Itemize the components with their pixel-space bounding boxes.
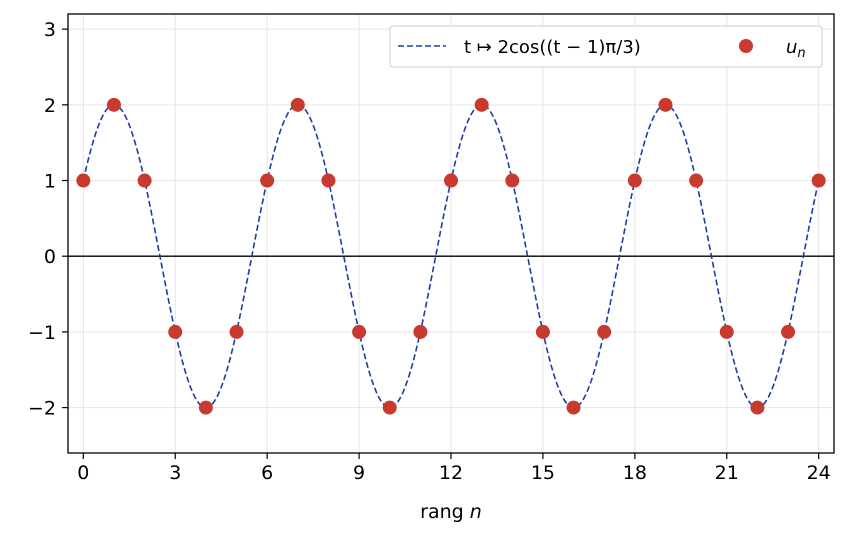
data-point [750, 400, 765, 415]
x-tick-label: 9 [353, 462, 365, 484]
data-point [260, 173, 275, 188]
x-tick-label: 6 [261, 462, 273, 484]
data-point [413, 324, 428, 339]
data-point [689, 173, 704, 188]
data-point [566, 400, 581, 415]
y-tick-label: 2 [44, 95, 56, 117]
data-point [321, 173, 336, 188]
y-tick-label: −1 [28, 322, 56, 344]
y-tick-label: −2 [28, 398, 56, 420]
data-point [627, 173, 642, 188]
data-point [811, 173, 826, 188]
y-tick-label: 1 [44, 171, 56, 193]
data-point [505, 173, 520, 188]
x-axis: 0 3 6 9 12 15 18 21 24 [77, 453, 831, 484]
data-point [781, 324, 796, 339]
data-point [474, 97, 489, 112]
data-point [352, 324, 367, 339]
data-point [444, 173, 458, 188]
x-tick-label: 21 [715, 462, 739, 484]
legend-label-points: un [786, 37, 806, 61]
data-point [106, 97, 121, 112]
data-point [719, 324, 734, 339]
x-tick-label: 24 [807, 462, 831, 484]
y-tick-label: 0 [44, 246, 56, 268]
data-point [229, 324, 244, 339]
data-point [382, 400, 397, 415]
data-point [198, 400, 213, 415]
y-tick-label: 3 [44, 19, 56, 41]
legend-label-curve: t ↦ 2cos((t − 1)π/3) [464, 37, 641, 58]
data-point [658, 97, 673, 112]
data-point [137, 173, 152, 188]
x-tick-label: 12 [439, 462, 463, 484]
legend-box [389, 25, 823, 68]
data-point [168, 324, 183, 339]
data-point [535, 324, 550, 339]
x-axis-label: rang n [420, 501, 482, 523]
x-tick-label: 0 [77, 462, 89, 484]
x-tick-label: 3 [169, 462, 181, 484]
legend: t ↦ 2cos((t − 1)π/3) un [389, 25, 823, 68]
data-point [76, 173, 91, 188]
x-tick-label: 18 [623, 462, 647, 484]
y-axis: 3 2 1 0 −1 −2 [28, 19, 68, 420]
legend-marker-swatch [739, 39, 753, 53]
data-point [290, 97, 305, 112]
x-tick-label: 15 [531, 462, 555, 484]
data-point [597, 324, 612, 339]
series-markers [76, 97, 826, 415]
grid [68, 14, 834, 453]
